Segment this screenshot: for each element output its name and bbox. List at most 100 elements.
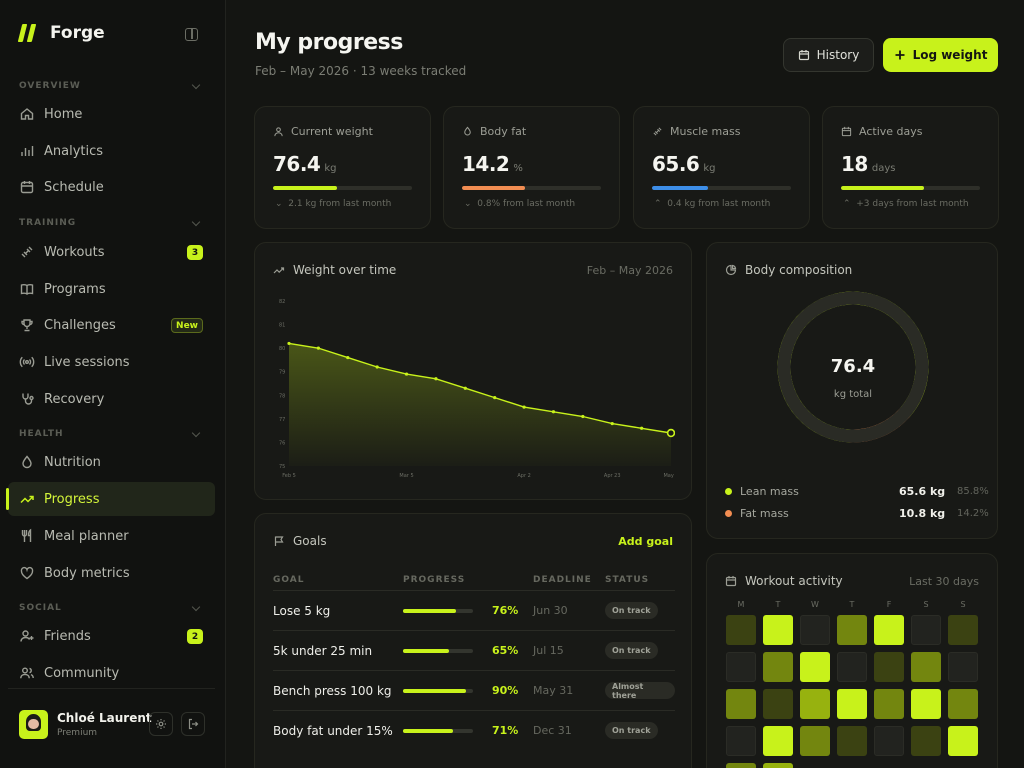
sidebar-item-label: Recovery: [44, 391, 105, 407]
heatmap-cell[interactable]: [911, 726, 941, 756]
heatmap-cell[interactable]: [763, 652, 793, 682]
goal-row[interactable]: Body fat under 15% 71% Dec 31 On track: [273, 710, 675, 750]
heatmap-cell[interactable]: [837, 726, 867, 756]
heatmap-cell[interactable]: [911, 652, 941, 682]
nav-section-social[interactable]: SOCIAL: [19, 602, 203, 613]
sidebar-item-analytics[interactable]: Analytics: [8, 134, 215, 168]
sidebar-item-challenges[interactable]: Challenges New: [8, 308, 215, 342]
sidebar-item-workouts[interactable]: Workouts 3: [8, 235, 215, 269]
heatmap-cell[interactable]: [911, 615, 941, 645]
weight-point[interactable]: [375, 365, 379, 369]
body-composition-donut: 76.4 kg total: [777, 291, 929, 443]
heatmap-cell[interactable]: [800, 689, 830, 719]
calendar-icon: [20, 181, 34, 194]
stat-card-active-days: Active days 18 days ⌃ +3 days from last …: [822, 106, 999, 229]
log-weight-button[interactable]: Log weight: [883, 38, 998, 72]
sidebar-item-community[interactable]: Community: [8, 656, 215, 690]
y-tick-label: 78: [279, 393, 285, 399]
heatmap-cell[interactable]: [726, 615, 756, 645]
sidebar-item-programs[interactable]: Programs: [8, 272, 215, 306]
nav-section-overview[interactable]: OVERVIEW: [19, 80, 203, 91]
heatmap-cell[interactable]: [837, 689, 867, 719]
body-composition-title-text: Body composition: [745, 263, 853, 277]
sidebar-item-label: Workouts: [44, 244, 105, 260]
heatmap-cell[interactable]: [763, 615, 793, 645]
heatmap-cell[interactable]: [763, 689, 793, 719]
weight-point[interactable]: [581, 414, 585, 419]
weight-point[interactable]: [434, 377, 438, 381]
user-profile[interactable]: Chloé Laurent Premium: [8, 688, 215, 760]
weight-point[interactable]: [287, 341, 291, 346]
heatmap-cell[interactable]: [948, 689, 978, 719]
sidebar-item-nutrition[interactable]: Nutrition: [8, 445, 215, 479]
log-weight-button-label: Log weight: [912, 48, 988, 62]
heatmap-cell[interactable]: [911, 689, 941, 719]
sidebar-item-progress[interactable]: Progress: [6, 482, 215, 516]
heatmap-cell[interactable]: [948, 615, 978, 645]
add-goal-link[interactable]: Add goal: [618, 535, 673, 548]
sidebar-item-recovery[interactable]: Recovery: [8, 382, 215, 416]
heatmap-cell[interactable]: [726, 763, 756, 768]
history-button[interactable]: History: [783, 38, 874, 72]
nav-section-health[interactable]: HEALTH: [19, 428, 203, 439]
heatmap-cell[interactable]: [800, 726, 830, 756]
nav-section-label: SOCIAL: [19, 603, 62, 613]
goal-row[interactable]: Bench press 100 kg 90% May 31 Almost the…: [273, 670, 675, 710]
y-tick-label: 80: [279, 346, 285, 352]
avatar[interactable]: [19, 710, 48, 739]
sidebar-collapse-icon[interactable]: [185, 28, 198, 41]
heatmap-cell[interactable]: [726, 652, 756, 682]
weight-point[interactable]: [666, 428, 675, 438]
weight-point[interactable]: [316, 346, 320, 350]
weight-point[interactable]: [640, 426, 644, 430]
heatmap-cell[interactable]: [726, 726, 756, 756]
goal-row[interactable]: Lose 5 kg 76% Jun 30 On track: [273, 590, 675, 630]
nav-section-training[interactable]: TRAINING: [19, 217, 203, 228]
nav-section-label: HEALTH: [19, 429, 64, 439]
heatmap-cell[interactable]: [874, 689, 904, 719]
heatmap-cell[interactable]: [800, 615, 830, 645]
stat-change-note: ⌄ 0.8% from last month: [464, 199, 576, 209]
heatmap-cell[interactable]: [837, 615, 867, 645]
heatmap-cell[interactable]: [948, 726, 978, 756]
heatmap-cell[interactable]: [800, 652, 830, 682]
settings-button[interactable]: [149, 712, 173, 736]
brand[interactable]: Forge: [17, 22, 105, 44]
heatmap-cell[interactable]: [874, 615, 904, 645]
weight-area: [289, 343, 671, 466]
weight-point[interactable]: [404, 372, 409, 376]
goal-percent: 65%: [492, 644, 519, 657]
weight-point[interactable]: [610, 421, 614, 426]
sidebar-item-label: Progress: [44, 491, 100, 507]
goal-deadline: May 31: [533, 684, 574, 697]
sidebar-item-friends[interactable]: Friends 2: [8, 619, 215, 653]
heatmap-cell[interactable]: [948, 652, 978, 682]
stat-progress-bar: [462, 186, 601, 190]
weight-point[interactable]: [463, 386, 467, 390]
sidebar-item-meal-planner[interactable]: Meal planner: [8, 519, 215, 553]
weight-point[interactable]: [551, 410, 556, 414]
plus-icon: [895, 50, 905, 60]
heatmap-cell[interactable]: [837, 652, 867, 682]
weight-point[interactable]: [522, 405, 526, 409]
challenges-new-badge: New: [171, 318, 203, 333]
heatmap-cell[interactable]: [763, 726, 793, 756]
stat-unit: kg: [324, 163, 337, 174]
sidebar-item-home[interactable]: Home: [8, 97, 215, 131]
heatmap-cell[interactable]: [874, 652, 904, 682]
logout-button[interactable]: [181, 712, 205, 736]
sidebar-item-schedule[interactable]: Schedule: [8, 170, 215, 204]
goal-percent: 76%: [492, 604, 519, 617]
weight-point[interactable]: [346, 355, 350, 360]
sidebar-item-live-sessions[interactable]: Live sessions: [8, 345, 215, 379]
stat-change-text: 0.4 kg from last month: [667, 199, 771, 209]
heatmap-cell[interactable]: [874, 726, 904, 756]
sidebar-item-label: Challenges: [44, 317, 116, 333]
goal-row[interactable]: 5k under 25 min 65% Jul 15 On track: [273, 630, 675, 670]
utensils-icon: [21, 528, 32, 542]
heatmap-cell[interactable]: [763, 763, 793, 768]
sidebar-item-body-metrics[interactable]: Body metrics: [8, 556, 215, 590]
stat-progress-fill: [273, 186, 337, 190]
weight-point[interactable]: [493, 396, 497, 400]
heatmap-cell[interactable]: [726, 689, 756, 719]
